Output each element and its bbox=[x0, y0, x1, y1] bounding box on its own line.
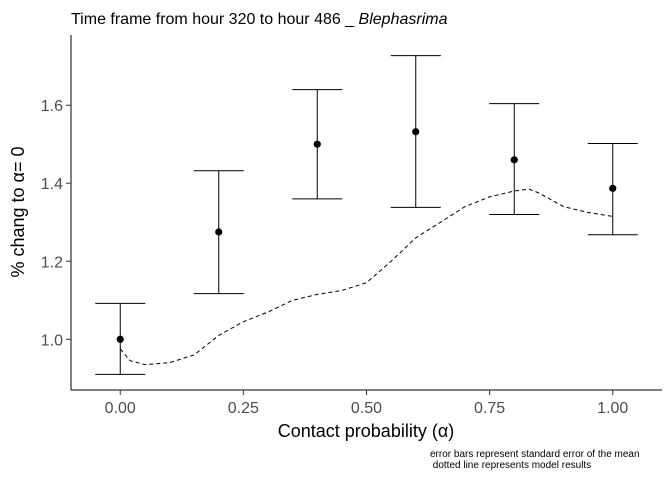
x-axis-title: Contact probability (α) bbox=[278, 421, 454, 441]
chart-title-main: Time frame from hour 320 to hour 486 _ bbox=[71, 11, 359, 28]
y-tick-label: 1.0 bbox=[41, 332, 63, 349]
x-tick-label: 0.00 bbox=[105, 400, 136, 417]
chart-title-species: Blephasrima bbox=[359, 11, 448, 28]
data-point bbox=[116, 335, 124, 343]
x-tick-label: 1.00 bbox=[597, 400, 628, 417]
y-tick-label: 1.4 bbox=[41, 176, 63, 193]
x-ticks: 0.00 0.25 0.50 0.75 1.00 bbox=[105, 390, 628, 417]
chart-title: Time frame from hour 320 to hour 486 _ B… bbox=[71, 11, 448, 28]
data-point bbox=[412, 128, 420, 136]
series-layer bbox=[95, 55, 638, 375]
data-point bbox=[313, 140, 321, 148]
y-ticks: 1.0 1.2 1.4 1.6 bbox=[41, 98, 71, 349]
y-tick-label: 1.2 bbox=[41, 254, 63, 271]
x-tick-label: 0.75 bbox=[474, 400, 505, 417]
x-tick-label: 0.25 bbox=[228, 400, 259, 417]
data-point bbox=[510, 156, 518, 164]
model-results-dashed-line bbox=[119, 188, 613, 366]
x-tick-label: 0.50 bbox=[351, 400, 382, 417]
y-tick-label: 1.6 bbox=[41, 98, 63, 115]
footnote-dotted-line: dotted line represents model results bbox=[430, 460, 591, 471]
y-axis-title: % chang to α= 0 bbox=[8, 147, 28, 278]
footnote-error-bars: error bars represent standard error of t… bbox=[430, 449, 640, 460]
data-point bbox=[215, 228, 223, 236]
data-point bbox=[609, 184, 617, 192]
